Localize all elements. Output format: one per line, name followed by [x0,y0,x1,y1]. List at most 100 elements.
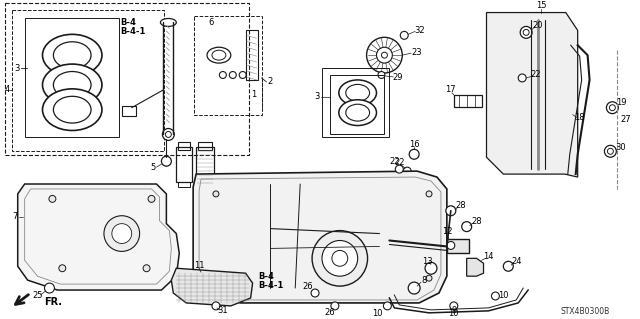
Circle shape [378,71,385,78]
Circle shape [143,265,150,272]
Circle shape [503,261,513,271]
Circle shape [607,102,618,114]
Text: 8: 8 [421,276,427,285]
Ellipse shape [53,71,91,98]
Circle shape [609,105,615,111]
Circle shape [212,302,220,310]
Text: 22: 22 [389,157,399,166]
Polygon shape [467,258,484,276]
Bar [246,30,257,80]
Circle shape [229,71,236,78]
Text: 9: 9 [451,306,456,315]
Circle shape [161,156,172,166]
Bar [454,95,481,107]
Circle shape [311,289,319,297]
Circle shape [163,129,174,140]
Circle shape [213,275,219,281]
Bar [196,147,214,185]
Bar [322,68,389,137]
Text: 26: 26 [303,282,314,291]
Circle shape [165,131,172,137]
Text: FR.: FR. [44,297,63,307]
Text: 22: 22 [394,158,404,167]
Circle shape [312,231,367,286]
Circle shape [461,222,472,232]
Text: B-4-1: B-4-1 [120,27,145,36]
Circle shape [367,37,403,73]
Text: 6: 6 [208,18,214,27]
Bar [198,142,212,150]
Text: 10: 10 [449,309,459,318]
Text: 10: 10 [372,309,383,318]
Polygon shape [486,12,578,177]
Text: 12: 12 [442,227,452,236]
Circle shape [426,275,432,281]
Ellipse shape [339,100,376,126]
Circle shape [446,206,456,216]
Text: 15: 15 [536,1,547,10]
Text: 10: 10 [498,292,509,300]
Text: 28: 28 [456,201,466,210]
Circle shape [376,47,392,63]
Bar [122,106,136,115]
Bar [179,182,190,187]
Ellipse shape [207,47,231,63]
Circle shape [220,71,227,78]
Text: 27: 27 [620,115,630,124]
Bar [179,142,190,150]
Text: B-4: B-4 [259,272,275,281]
Text: 13: 13 [422,257,433,266]
Circle shape [492,292,499,300]
Text: 31: 31 [218,306,228,315]
Text: B-4: B-4 [120,18,136,27]
Text: 14: 14 [483,252,493,261]
Bar [25,19,119,137]
Text: 5: 5 [151,163,156,172]
Ellipse shape [42,64,102,106]
Circle shape [112,224,132,243]
Text: 11: 11 [194,261,204,270]
Text: B-4-1: B-4-1 [259,281,284,290]
Bar [330,75,385,134]
Circle shape [607,148,613,154]
Circle shape [426,191,432,197]
Bar [5,3,249,155]
Text: 24: 24 [511,257,522,266]
Text: 2: 2 [268,78,273,86]
Text: 16: 16 [409,140,419,149]
Bar [176,147,192,182]
Ellipse shape [53,42,91,69]
Text: 29: 29 [392,73,403,82]
Circle shape [332,250,348,266]
Ellipse shape [212,50,226,60]
Circle shape [518,74,526,82]
Circle shape [450,302,458,310]
Text: 20: 20 [532,21,543,30]
Circle shape [425,262,437,274]
Circle shape [400,31,408,39]
Ellipse shape [346,104,369,121]
Circle shape [49,196,56,202]
Ellipse shape [42,34,102,76]
Text: 3: 3 [14,63,19,72]
Text: 17: 17 [445,85,456,94]
Circle shape [59,265,66,272]
Text: 25: 25 [32,292,43,300]
Polygon shape [18,184,179,290]
Ellipse shape [161,19,176,26]
Ellipse shape [346,85,369,101]
Circle shape [322,241,358,276]
Circle shape [447,241,455,249]
Circle shape [44,283,54,293]
Text: STX4B0300B: STX4B0300B [561,307,610,316]
Text: 18: 18 [574,113,585,122]
Bar [12,10,164,151]
Circle shape [383,302,391,310]
Text: 30: 30 [615,143,626,152]
Circle shape [104,216,140,251]
Circle shape [213,191,219,197]
Circle shape [396,165,403,173]
Ellipse shape [42,89,102,130]
Bar [447,239,468,253]
Ellipse shape [339,80,376,106]
